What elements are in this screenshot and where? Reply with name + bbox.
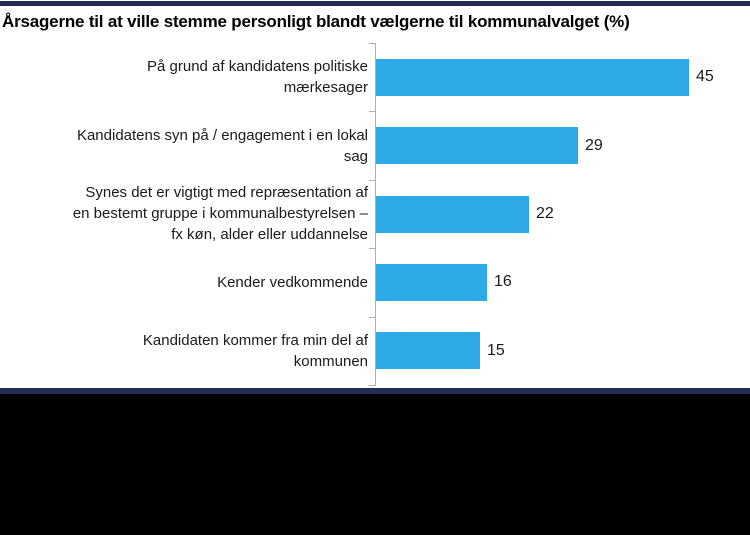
bar-value-label: 15 <box>487 341 505 359</box>
bar-value-label: 45 <box>696 68 714 86</box>
bar-value-label: 22 <box>536 204 554 222</box>
category-label: På grund af kandidatens politiske mærkes… <box>147 58 368 97</box>
bar-chart: På grund af kandidatens politiske mærkes… <box>0 43 750 386</box>
bar-value-label: 16 <box>494 273 512 291</box>
footer-black-area <box>0 394 750 535</box>
chart-title: Årsagerne til at ville stemme personligt… <box>2 12 630 31</box>
axis-tick <box>369 385 376 386</box>
category-label: Kender vedkommende <box>217 273 368 291</box>
bar <box>376 332 480 370</box>
category-label: Kandidatens syn på / engagement i en lok… <box>76 126 368 165</box>
top-border-stripe <box>0 1 750 6</box>
axis-tick <box>369 180 376 181</box>
bar <box>376 195 529 233</box>
bar-value-label: 29 <box>585 136 603 154</box>
category-label: Kandidaten kommer fra min del af kommune… <box>142 331 368 370</box>
bar <box>376 263 487 301</box>
y-axis-line <box>375 43 376 385</box>
bottom-border-stripe <box>0 388 750 394</box>
category-label: Synes det er vigtigt med repræsentation … <box>72 184 368 244</box>
axis-tick <box>369 248 376 249</box>
bar <box>376 127 578 165</box>
axis-tick <box>369 43 376 44</box>
axis-tick <box>369 111 376 112</box>
axis-tick <box>369 317 376 318</box>
bar <box>376 58 689 96</box>
